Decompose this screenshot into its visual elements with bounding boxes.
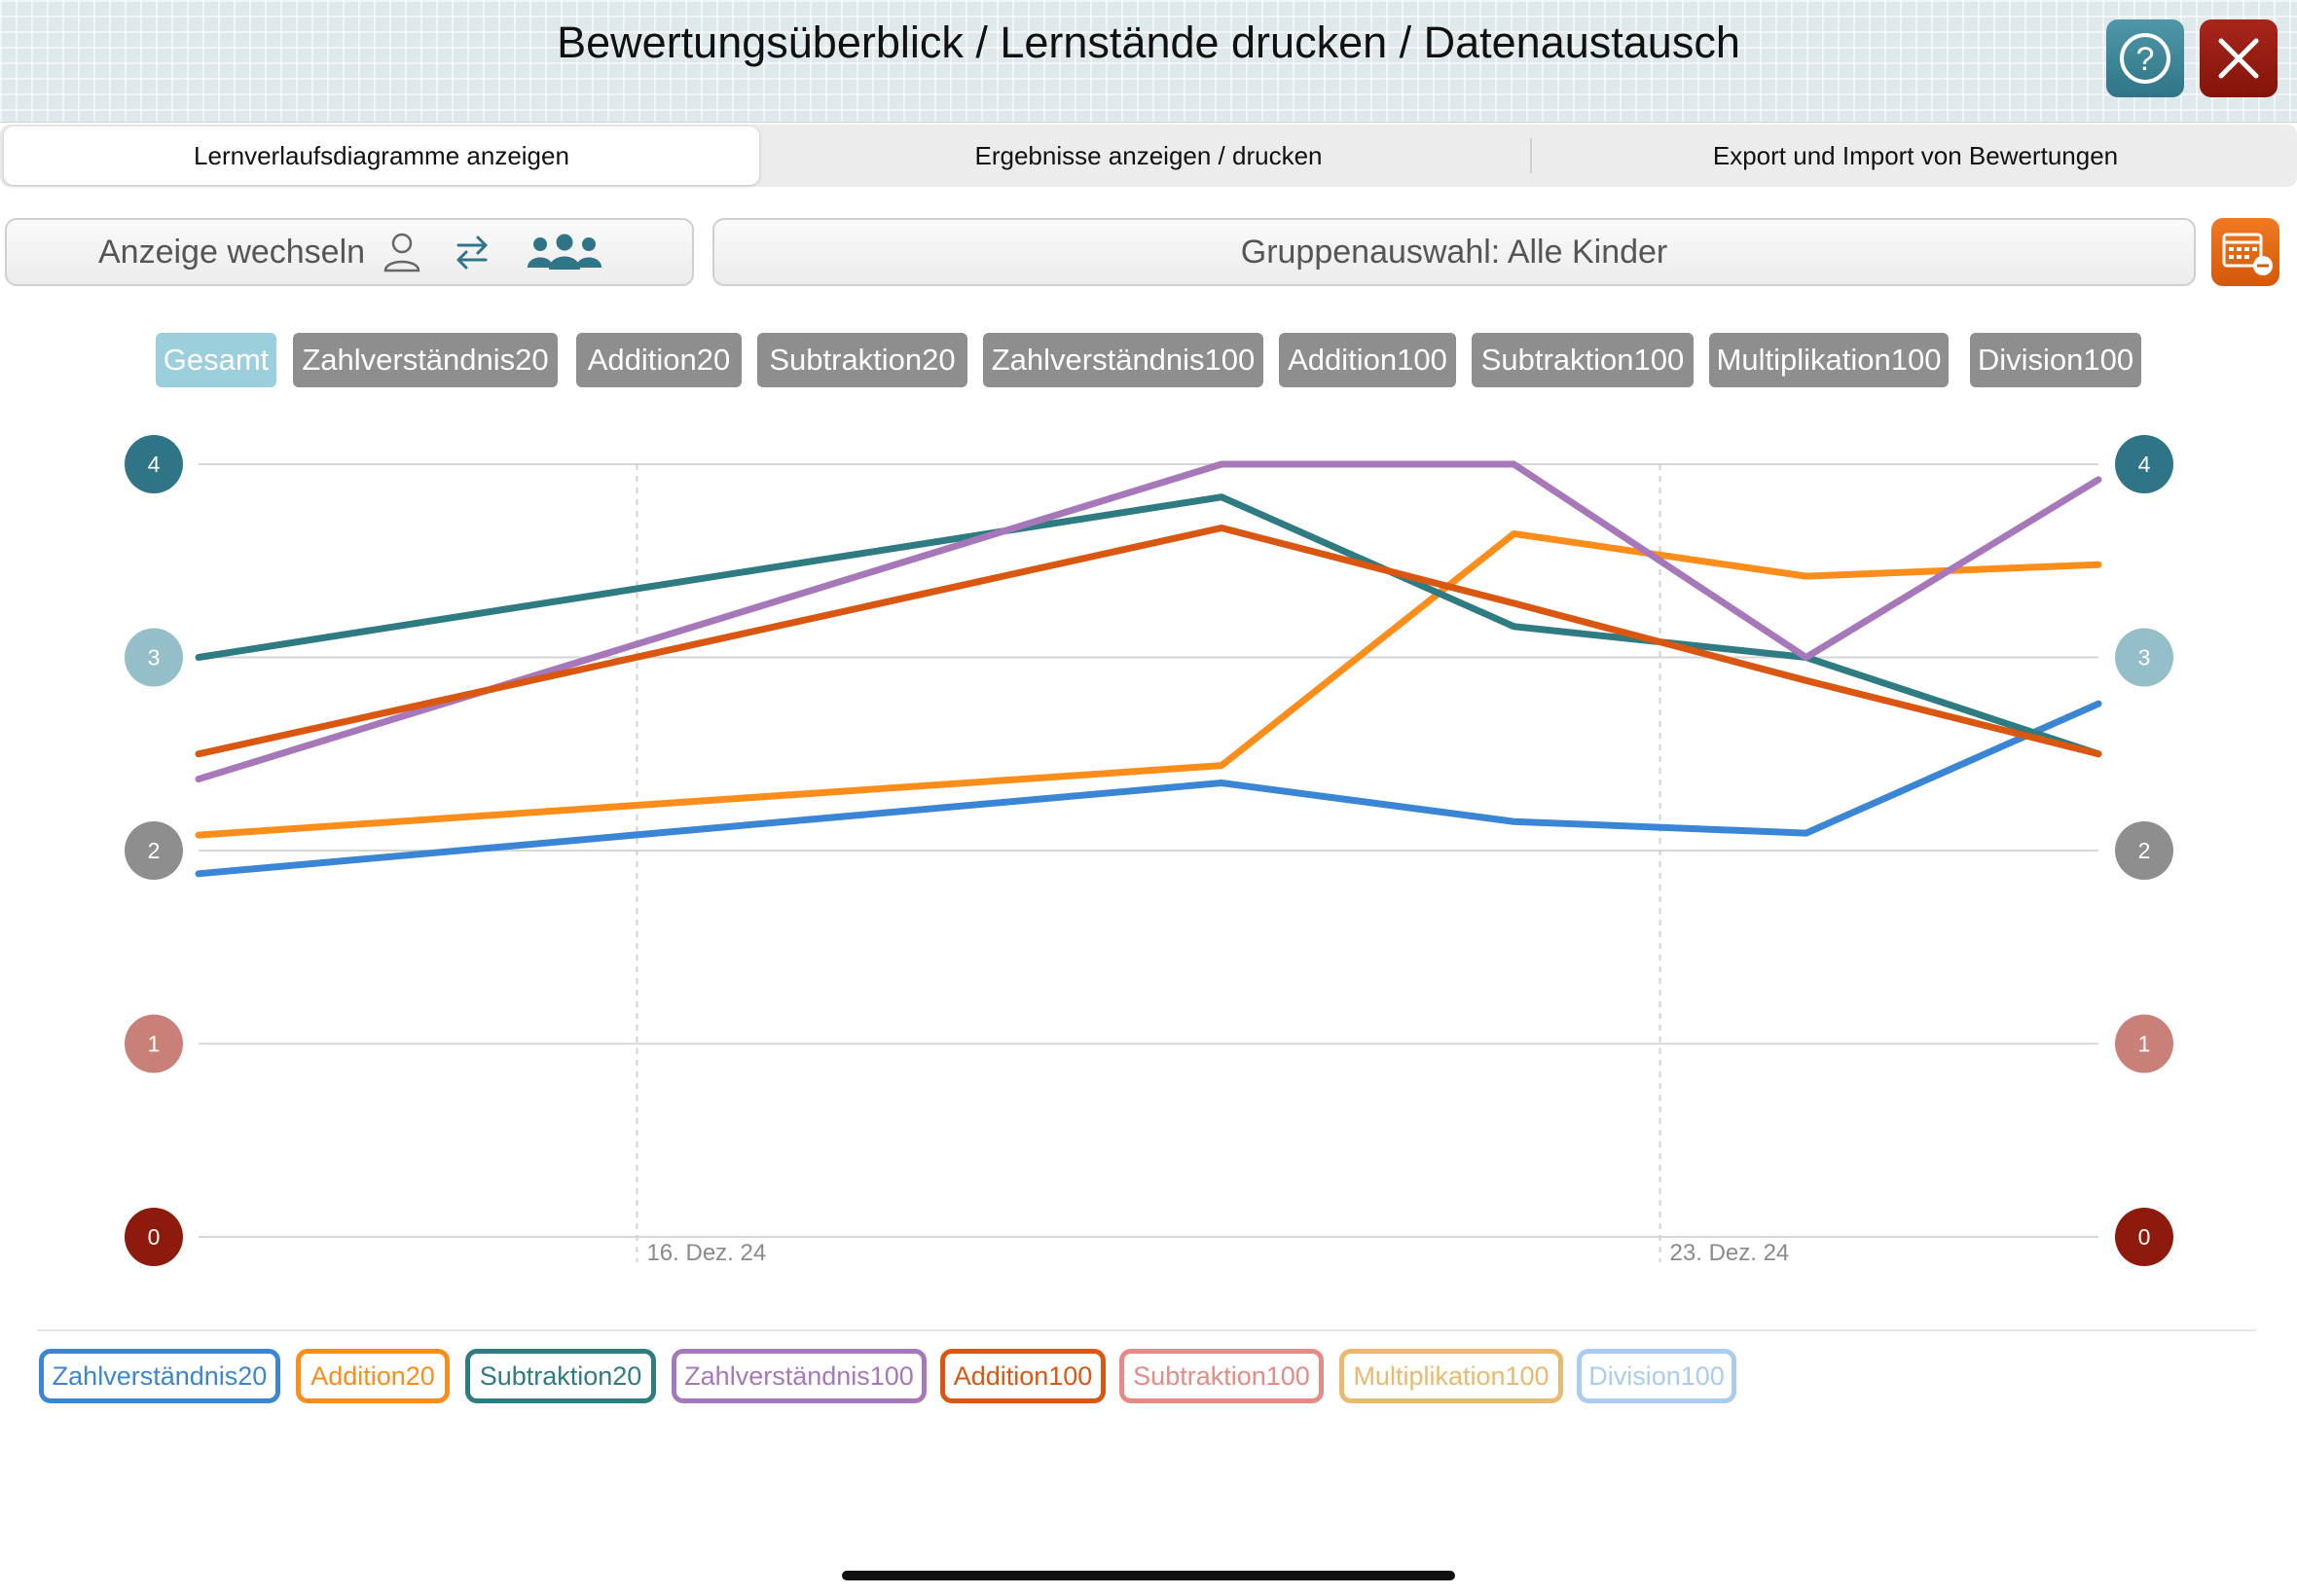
tab-ergebnisse[interactable]: Ergebnisse anzeigen / drucken (974, 140, 1323, 170)
filter-chip-gesamt[interactable]: Gesamt (156, 333, 276, 387)
filter-chip-subtraktion20[interactable]: Subtraktion20 (757, 333, 967, 387)
legend-item-subtraktion100[interactable]: Subtraktion100 (1119, 1349, 1324, 1403)
left-y-badge-4 (125, 435, 183, 493)
left-y-tick-label: 1 (148, 1032, 161, 1057)
right-y-tick-label: 4 (2138, 452, 2151, 477)
group-select-button[interactable]: Gruppenauswahl: Alle Kinder (712, 218, 2196, 286)
series-line-addition100 (195, 525, 2102, 758)
legend-item-multiplikation100[interactable]: Multiplikation100 (1339, 1349, 1563, 1403)
right-y-tick-label: 3 (2138, 645, 2151, 671)
left-y-badge-0 (125, 1208, 183, 1266)
swap-arrows-icon (456, 236, 488, 270)
left-y-badge-2 (125, 821, 183, 880)
filter-chip-subtraktion100[interactable]: Subtraktion100 (1472, 333, 1694, 387)
left-y-badge-1 (125, 1014, 183, 1073)
legend-item-subtraktion20[interactable]: Subtraktion20 (465, 1349, 656, 1403)
legend-item-addition100[interactable]: Addition100 (940, 1349, 1106, 1403)
filter-chip-addition100[interactable]: Addition100 (1279, 333, 1456, 387)
right-y-badge-3 (2115, 628, 2173, 687)
right-y-tick-label: 1 (2138, 1032, 2151, 1057)
help-button[interactable]: ? (2106, 19, 2184, 97)
left-y-tick-label: 0 (148, 1224, 161, 1250)
group-select-label: Gruppenauswahl: Alle Kinder (1240, 233, 1668, 271)
left-y-tick-label: 2 (148, 838, 161, 863)
progress-line-chart: 16. Dez. 24 23. Dez. 24 0 1 2 3 4 0 1 2 3 4 (125, 435, 2173, 1266)
series-line-addition20 (195, 529, 2102, 839)
calendar-filter-button[interactable] (2211, 218, 2279, 286)
right-y-tick-label: 2 (2138, 838, 2151, 863)
series-line-subtraktion20 (195, 493, 2102, 758)
page-title: Bewertungsüberblick / Lernstände drucken… (557, 18, 1740, 67)
switch-view-label: Anzeige wechseln (98, 233, 366, 271)
single-person-icon (383, 233, 420, 272)
svg-text:?: ? (2136, 41, 2155, 78)
legend-item-zahlverstaendnis100[interactable]: Zahlverständnis100 (672, 1349, 927, 1403)
close-x-icon (2218, 38, 2259, 79)
legend-item-division100[interactable]: Division100 (1577, 1349, 1736, 1403)
filter-chip-zahlverstaendnis20[interactable]: Zahlverständnis20 (293, 333, 558, 387)
left-y-tick-label: 3 (148, 645, 161, 671)
question-circle-icon: ? (2120, 33, 2170, 84)
filter-chip-addition20[interactable]: Addition20 (576, 333, 742, 387)
filter-chip-division100[interactable]: Division100 (1970, 333, 2141, 387)
left-y-tick-label: 4 (148, 452, 161, 477)
legend-divider (37, 1329, 2256, 1331)
x-tick-label: 23. Dez. 24 (1670, 1240, 1790, 1266)
left-y-badge-3 (125, 628, 183, 687)
group-people-icon (528, 234, 602, 270)
legend-item-zahlverstaendnis20[interactable]: Zahlverständnis20 (39, 1349, 280, 1403)
series-line-zahlverständnis100 (195, 460, 2102, 783)
filter-chip-zahlverstaendnis100[interactable]: Zahlverständnis100 (983, 333, 1263, 387)
right-y-badge-1 (2115, 1014, 2173, 1073)
tab-divider (1530, 138, 1532, 173)
segmented-tabs: Lernverlaufsdiagramme anzeigen Ergebniss… (0, 125, 2297, 187)
tab-export-import[interactable]: Export und Import von Bewertungen (1712, 140, 2119, 170)
right-y-badge-0 (2115, 1208, 2173, 1266)
switch-view-button[interactable]: Anzeige wechseln (5, 218, 694, 286)
right-y-tick-label: 0 (2138, 1224, 2151, 1250)
filter-chip-multiplikation100[interactable]: Multiplikation100 (1709, 333, 1949, 387)
legend-item-addition20[interactable]: Addition20 (296, 1349, 450, 1403)
tab-lernverlaufsdiagramme[interactable]: Lernverlaufsdiagramme anzeigen (4, 127, 759, 185)
close-button[interactable] (2200, 19, 2278, 97)
x-tick-label: 16. Dez. 24 (646, 1240, 766, 1266)
series-line-zahlverständnis20 (195, 700, 2102, 878)
calendar-minus-icon (2222, 233, 2273, 275)
right-y-badge-2 (2115, 821, 2173, 880)
header-bar: Bewertungsüberblick / Lernstände drucken… (0, 0, 2297, 123)
home-indicator (842, 1571, 1455, 1580)
right-y-badge-4 (2115, 435, 2173, 493)
